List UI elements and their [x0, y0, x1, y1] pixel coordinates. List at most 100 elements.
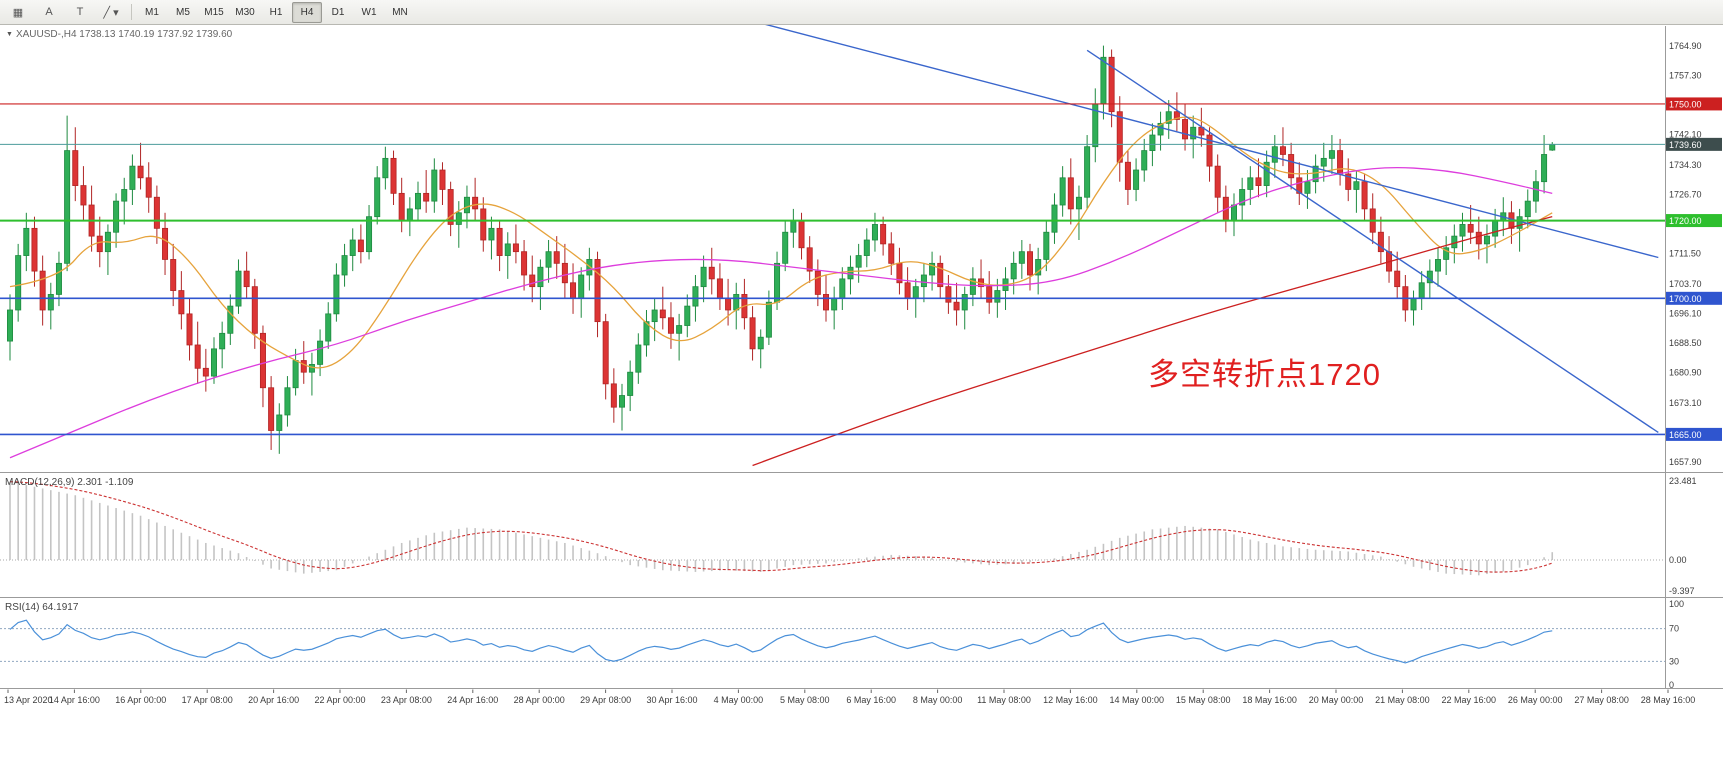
chart-grid-icon[interactable]: ▦ [12, 6, 24, 19]
svg-text:1665.00: 1665.00 [1669, 430, 1702, 440]
timeframe-button-W1[interactable]: W1 [361, 6, 377, 18]
price-badge-1720.00 [1666, 214, 1722, 228]
macd-name: MACD(12,26,9) [5, 477, 75, 488]
trendline-2 [1086, 49, 1659, 434]
svg-text:1739.60: 1739.60 [1669, 140, 1702, 150]
svg-text:1696.10: 1696.10 [1669, 308, 1702, 318]
timeframe-button-H4[interactable]: H4 [292, 1, 322, 23]
svg-text:30: 30 [1669, 656, 1679, 666]
svg-text:1734.30: 1734.30 [1669, 160, 1702, 170]
svg-text:22 Apr 00:00: 22 Apr 00:00 [314, 695, 365, 705]
svg-text:8 May 00:00: 8 May 00:00 [913, 695, 963, 705]
price-badge-1700.00 [1666, 291, 1722, 305]
ma-orange-line [9, 116, 1553, 369]
svg-text:1764.90: 1764.90 [1669, 41, 1702, 51]
svg-text:1700.00: 1700.00 [1669, 294, 1702, 304]
ma-magenta-line [9, 166, 1553, 459]
timeframe-button-MN[interactable]: MN [392, 6, 408, 18]
svg-text:100: 100 [1669, 599, 1684, 609]
macd-signal-value: -1.109 [105, 477, 134, 488]
svg-text:15 May 08:00: 15 May 08:00 [1176, 695, 1231, 705]
rsi-name: RSI(14) [5, 602, 40, 613]
svg-text:27 May 08:00: 27 May 08:00 [1574, 695, 1629, 705]
svg-text:16 Apr 00:00: 16 Apr 00:00 [115, 695, 166, 705]
panel-separators [0, 26, 1723, 689]
macd-panel: 23.481 0.00 -9.397 [0, 476, 1697, 596]
trendline-1 [764, 23, 1659, 259]
svg-text:29 Apr 08:00: 29 Apr 08:00 [580, 695, 631, 705]
svg-text:28 Apr 00:00: 28 Apr 00:00 [514, 695, 565, 705]
svg-text:11 May 08:00: 11 May 08:00 [977, 695, 1031, 705]
symbol-ohlc-text: XAUUSD-,H4 1738.13 1740.19 1737.92 1739.… [15, 29, 233, 40]
toolbar: ▦ A T ╱ ▾ M1 M5 M15 M30 H1 H4 D1 W1 MN [0, 0, 1723, 25]
svg-text:5 May 08:00: 5 May 08:00 [780, 695, 830, 705]
price-badge-1665.00 [1666, 427, 1722, 441]
candles-layer [7, 45, 1556, 454]
svg-text:18 May 16:00: 18 May 16:00 [1242, 695, 1297, 705]
symbol-ohlc-line: ▼ XAUUSD-,H4 1738.13 1740.19 1737.92 1739… [6, 29, 232, 40]
svg-text:1657.90: 1657.90 [1669, 457, 1702, 467]
svg-text:1673.10: 1673.10 [1669, 398, 1702, 408]
font-a-button[interactable]: A [45, 6, 53, 18]
macd-main-value: 2.301 [77, 477, 103, 488]
svg-text:70: 70 [1669, 624, 1679, 634]
svg-text:14 Apr 16:00: 14 Apr 16:00 [49, 695, 100, 705]
svg-text:17 Apr 08:00: 17 Apr 08:00 [182, 695, 233, 705]
ma-red-line [752, 216, 1553, 467]
toolbar-separator [131, 4, 132, 20]
svg-text:20 May 00:00: 20 May 00:00 [1309, 695, 1364, 705]
timeframe-button-M15[interactable]: M15 [204, 6, 224, 18]
timeframe-button-D1[interactable]: D1 [331, 6, 345, 18]
svg-text:20 Apr 16:00: 20 Apr 16:00 [248, 695, 299, 705]
price-axis[interactable]: 1764.901757.301742.101734.301726.701719.… [1666, 41, 1722, 467]
moving-averages-layer [9, 116, 1553, 467]
svg-text:14 May 00:00: 14 May 00:00 [1110, 695, 1165, 705]
timeframe-button-H1[interactable]: H1 [269, 6, 283, 18]
trendlines-layer[interactable] [764, 23, 1659, 434]
chart-menu-arrow-icon[interactable]: ▼ [6, 31, 13, 38]
rsi-value: 64.1917 [42, 602, 79, 613]
timeframe-button-M1[interactable]: M1 [145, 6, 159, 18]
rsi-indicator-label: RSI(14) 64.1917 [5, 602, 78, 613]
svg-text:6 May 16:00: 6 May 16:00 [846, 695, 896, 705]
macd-indicator-label: MACD(12,26,9) 2.301 -1.109 [5, 477, 133, 488]
svg-text:1726.70: 1726.70 [1669, 190, 1702, 200]
svg-text:1688.50: 1688.50 [1669, 338, 1702, 348]
svg-text:13 Apr 2020: 13 Apr 2020 [4, 695, 53, 705]
line-tools-button[interactable]: ╱ ▾ [103, 6, 119, 19]
svg-text:0.00: 0.00 [1669, 555, 1687, 565]
svg-text:1680.90: 1680.90 [1669, 368, 1702, 378]
svg-text:12 May 16:00: 12 May 16:00 [1043, 695, 1098, 705]
svg-text:30 Apr 16:00: 30 Apr 16:00 [646, 695, 697, 705]
svg-text:21 May 08:00: 21 May 08:00 [1375, 695, 1430, 705]
timeframe-button-M5[interactable]: M5 [176, 6, 190, 18]
svg-text:24 Apr 16:00: 24 Apr 16:00 [447, 695, 498, 705]
svg-text:23 Apr 08:00: 23 Apr 08:00 [381, 695, 432, 705]
svg-text:1711.50: 1711.50 [1669, 249, 1701, 259]
svg-text:22 May 16:00: 22 May 16:00 [1442, 695, 1497, 705]
timeframe-button-M30[interactable]: M30 [235, 6, 255, 18]
rsi-panel: 100 70 30 0 [0, 599, 1684, 690]
svg-text:-9.397: -9.397 [1669, 586, 1695, 596]
price-badge-1750.00 [1666, 97, 1722, 111]
svg-text:0: 0 [1669, 680, 1674, 690]
svg-text:1757.30: 1757.30 [1669, 71, 1702, 81]
svg-text:1742.10: 1742.10 [1669, 130, 1702, 140]
svg-text:1703.70: 1703.70 [1669, 279, 1702, 289]
rsi-line [9, 619, 1553, 664]
svg-text:26 May 00:00: 26 May 00:00 [1508, 695, 1563, 705]
svg-text:28 May 16:00: 28 May 16:00 [1641, 695, 1696, 705]
svg-text:1750.00: 1750.00 [1669, 99, 1702, 109]
svg-text:4 May 00:00: 4 May 00:00 [714, 695, 764, 705]
hlines-layer[interactable] [0, 103, 1665, 436]
text-t-button[interactable]: T [76, 6, 84, 18]
timeframe-bar: M1 M5 M15 M30 H1 H4 D1 W1 MN [137, 1, 415, 23]
chart-annotation: 多空转折点1720 [1148, 357, 1381, 392]
toolbar-tools: ▦ A T ╱ ▾ [3, 2, 126, 23]
price-badge-1739.60 [1666, 137, 1722, 151]
svg-text:23.481: 23.481 [1669, 476, 1697, 486]
macd-signal-line [9, 481, 1553, 573]
svg-text:1720.00: 1720.00 [1669, 216, 1702, 226]
